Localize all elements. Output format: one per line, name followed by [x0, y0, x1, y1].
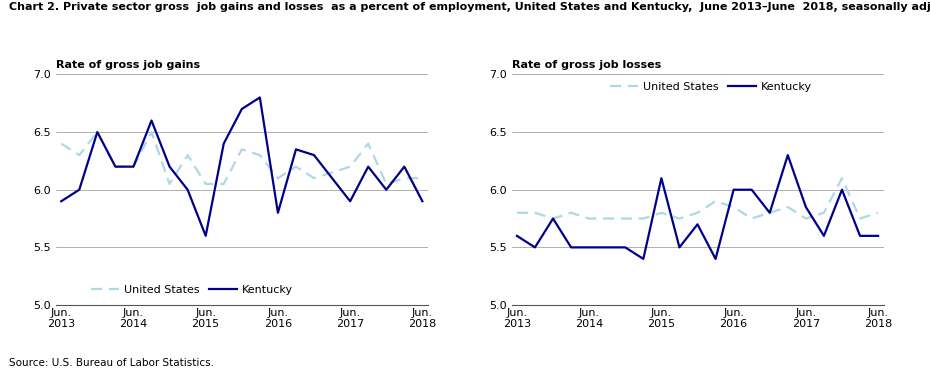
- Legend: United States, Kentucky: United States, Kentucky: [91, 285, 294, 295]
- Text: Source: U.S. Bureau of Labor Statistics.: Source: U.S. Bureau of Labor Statistics.: [9, 358, 214, 368]
- Text: Rate of gross job gains: Rate of gross job gains: [56, 60, 200, 70]
- Text: Rate of gross job losses: Rate of gross job losses: [512, 60, 660, 70]
- Legend: United States, Kentucky: United States, Kentucky: [610, 82, 813, 92]
- Text: Chart 2. Private sector gross  job gains and losses  as a percent of employment,: Chart 2. Private sector gross job gains …: [9, 2, 930, 12]
